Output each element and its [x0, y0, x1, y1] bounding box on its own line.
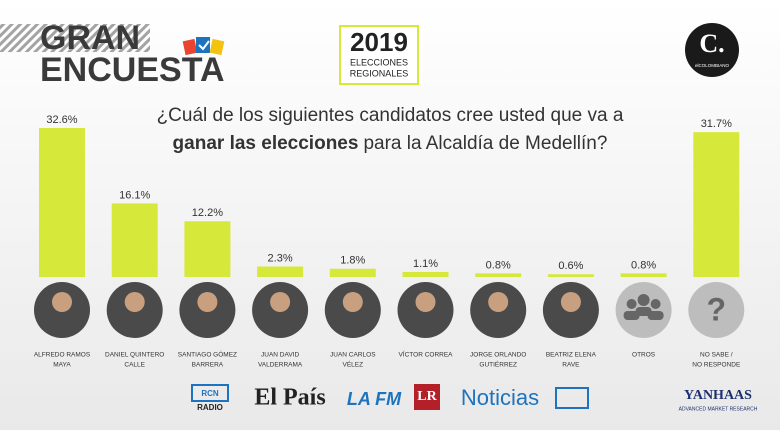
header-stripes — [0, 24, 150, 52]
value-label: 31.7% — [701, 118, 732, 130]
sponsor: RADIO — [197, 403, 223, 412]
candidate-name: MAYA — [53, 362, 71, 369]
bar — [184, 221, 231, 277]
question-rest: para la Alcaldía de Medellín? — [363, 133, 607, 154]
avatar-head — [342, 292, 363, 312]
people-icon — [650, 299, 661, 309]
candidate-name: GUTIÉRREZ — [479, 360, 517, 369]
logo-text: C. — [699, 29, 724, 58]
sponsor: ADVANCED MARKET RESEARCH — [679, 406, 758, 412]
logo — [685, 23, 739, 77]
value-label: 2.3% — [268, 252, 293, 264]
value-label: 16.1% — [119, 189, 150, 201]
bar — [475, 273, 522, 277]
people-icon — [626, 299, 637, 309]
sponsor: LA FM — [347, 389, 402, 409]
candidate-name: ALFREDO RAMOS — [34, 352, 91, 359]
sponsor: Noticias — [461, 385, 539, 410]
candidate-name: VALDERRAMA — [258, 362, 303, 369]
candidate-name: NO SABE / — [700, 352, 733, 359]
people-icon — [623, 311, 640, 320]
candidate-name: NO RESPONDE — [692, 362, 741, 369]
candidate-name: OTROS — [632, 352, 656, 359]
avatar-head — [270, 292, 291, 312]
people-icon — [647, 311, 664, 320]
question-bold: ganar las elecciones — [173, 133, 359, 154]
candidate-name: JUAN DAVID — [261, 352, 299, 359]
footer: RCN RADIO El País LA FM LR Noticias YANH… — [191, 384, 758, 412]
bar — [620, 273, 667, 277]
candidate-name: JORGE ORLANDO — [470, 352, 526, 359]
value-label: 12.2% — [192, 207, 223, 219]
bar — [39, 128, 85, 277]
question: ganar las elecciones para la Alcaldía de … — [173, 133, 608, 154]
candidate-name: SANTIAGO GÓMEZ — [178, 350, 237, 359]
badge-year: 2019 — [350, 27, 408, 57]
bar — [402, 271, 449, 277]
value-label: 0.8% — [486, 259, 511, 271]
candidate-name: VÉLEZ — [343, 360, 364, 369]
value-label: 1.8% — [340, 255, 365, 267]
title-icon — [182, 37, 225, 56]
bar — [257, 266, 304, 277]
avatar-head — [415, 292, 436, 312]
value-label: 1.1% — [413, 258, 438, 270]
sponsor: RCN — [201, 389, 219, 398]
bar — [111, 203, 158, 277]
unknown-icon: ? — [707, 291, 727, 327]
value-label: 0.6% — [558, 260, 583, 272]
candidate-name: RAVE — [562, 362, 580, 369]
avatar-head — [560, 292, 581, 312]
title-line: ENCUESTA — [40, 51, 225, 89]
value-label: 0.8% — [631, 259, 656, 271]
question: ¿Cuál de los siguientes candidatos cree … — [157, 105, 624, 126]
badge-line: REGIONALES — [350, 68, 409, 78]
title-line: GRAN — [40, 19, 140, 57]
sponsor: YANHAAS — [684, 388, 752, 403]
candidate-name: BARRERA — [192, 362, 224, 369]
candidate-name: VÍCTOR CORREA — [398, 350, 453, 359]
avatar-head — [488, 292, 509, 312]
bar — [547, 274, 594, 277]
sponsor: El País — [254, 385, 325, 411]
candidate-name: DANIEL QUINTERO — [105, 352, 164, 359]
badge-line: ELECCIONES — [350, 57, 408, 67]
logo-sub: elCOLOMBIANO — [695, 63, 730, 68]
people-icon — [637, 294, 650, 306]
avatar-head — [52, 292, 72, 312]
avatar-head — [706, 292, 727, 312]
candidate-name: BEATRIZ ELENA — [546, 352, 597, 359]
candidate-name: CALLE — [124, 362, 145, 369]
avatar-head — [124, 292, 145, 312]
value-label: 32.6% — [46, 114, 77, 126]
avatar-head — [197, 292, 218, 312]
bar — [329, 268, 376, 277]
bar — [693, 132, 740, 277]
people-icon — [635, 307, 652, 316]
candidate-name: JUAN CARLOS — [330, 352, 376, 359]
badge — [339, 25, 419, 85]
sponsor: LR — [417, 389, 437, 404]
